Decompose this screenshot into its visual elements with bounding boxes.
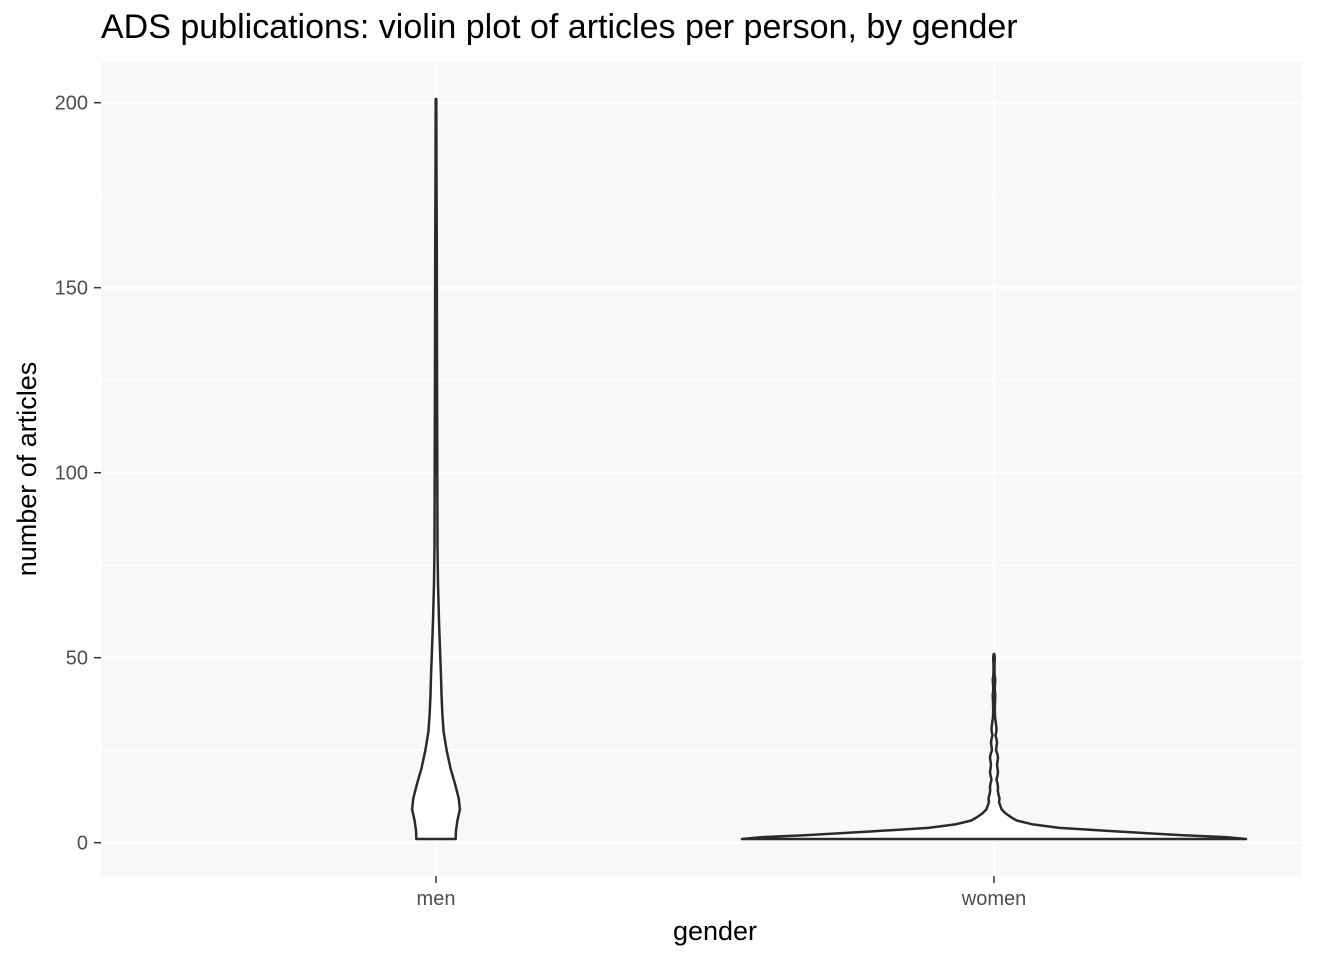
violin-men [410,97,462,841]
x-tick-label: women [961,888,1026,910]
violin-women [740,652,1248,841]
y-tick-label: 50 [66,648,88,670]
y-tick-label: 100 [55,463,88,485]
y-axis-title: number of articles [12,362,42,577]
x-axis-title: gender [673,916,757,946]
minor-gridlines [101,194,1302,751]
y-tick-label: 0 [77,833,88,855]
y-tick-label: 150 [55,278,88,300]
plot-panel [101,62,1302,876]
violins [410,97,1248,841]
x-axis: men women [417,876,1026,910]
x-tick-label: men [417,888,456,910]
y-axis: 0 50 100 150 200 [55,93,101,855]
chart-title: ADS publications: violin plot of article… [101,8,1018,46]
y-tick-label: 200 [55,93,88,115]
